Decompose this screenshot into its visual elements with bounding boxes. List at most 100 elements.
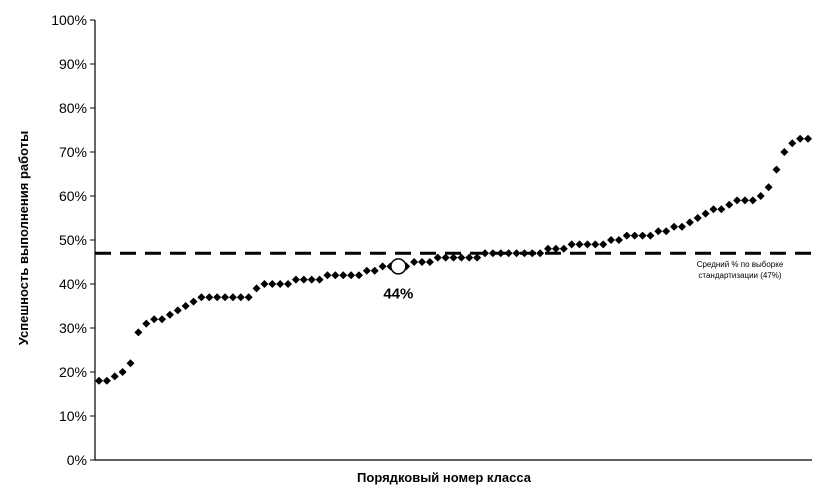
data-point — [709, 205, 718, 214]
data-point — [197, 293, 206, 302]
data-point — [378, 262, 387, 271]
reference-line-note-1: Средний % по выборке — [697, 260, 784, 269]
data-point — [433, 253, 442, 262]
data-point — [189, 297, 198, 306]
data-point — [473, 253, 482, 262]
data-point — [370, 266, 379, 275]
data-point — [772, 165, 781, 174]
data-point — [315, 275, 324, 284]
data-point — [142, 319, 151, 328]
data-point — [284, 280, 293, 288]
highlight-marker — [390, 258, 407, 275]
data-point — [756, 192, 765, 200]
y-tick-label: 10% — [59, 408, 87, 424]
data-point — [646, 231, 655, 240]
data-point — [347, 271, 356, 280]
data-point — [559, 244, 568, 253]
data-point — [583, 240, 592, 249]
data-point — [165, 310, 174, 319]
data-point — [520, 249, 529, 258]
data-point — [725, 200, 734, 209]
data-point — [339, 271, 348, 280]
reference-line-note-2: стандартизации (47%) — [698, 271, 782, 280]
data-point — [670, 222, 679, 231]
y-axis-ticks: 0% 10% 20% 30% 40% 50% 60% 70% 80% 90% 100% — [51, 12, 95, 468]
data-point — [796, 134, 805, 143]
data-point — [213, 293, 222, 302]
data-point — [110, 372, 119, 381]
data-point — [307, 275, 316, 284]
data-point — [567, 240, 576, 249]
data-point — [102, 376, 111, 385]
data-point — [654, 227, 663, 236]
data-point — [740, 196, 749, 205]
data-point — [599, 240, 608, 249]
data-point — [788, 139, 797, 148]
data-point — [481, 249, 490, 258]
y-tick-label: 100% — [51, 12, 87, 28]
data-point — [268, 280, 277, 288]
data-point — [291, 275, 300, 284]
data-point — [512, 249, 521, 258]
data-point — [236, 293, 245, 302]
data-point — [465, 253, 474, 262]
data-point — [662, 227, 671, 236]
y-tick-label: 40% — [59, 276, 87, 292]
data-point — [181, 302, 190, 310]
data-point — [323, 271, 332, 280]
data-point — [228, 293, 237, 302]
data-point — [496, 249, 505, 258]
data-point — [457, 253, 466, 262]
x-axis-label: Порядковый номер класса — [357, 470, 532, 485]
data-point — [528, 249, 537, 258]
data-point — [622, 231, 631, 240]
y-axis-label: Успешность выполнения работы — [16, 131, 31, 345]
data-point — [425, 258, 434, 266]
data-point — [354, 271, 363, 280]
data-point — [331, 271, 340, 280]
data-point — [158, 315, 167, 324]
y-tick-label: 80% — [59, 100, 87, 116]
data-point — [685, 218, 694, 227]
data-point — [504, 249, 513, 258]
y-tick-label: 90% — [59, 56, 87, 72]
y-tick-label: 20% — [59, 364, 87, 380]
data-point — [441, 253, 450, 262]
data-point — [252, 284, 261, 293]
data-point — [362, 266, 371, 275]
data-point — [693, 214, 702, 222]
data-point — [173, 306, 182, 315]
data-point — [126, 359, 135, 368]
data-point — [488, 249, 497, 258]
data-point — [551, 244, 560, 253]
data-point — [95, 376, 103, 385]
data-point — [150, 315, 159, 324]
data-point — [717, 205, 726, 214]
data-point — [701, 209, 710, 218]
data-point — [221, 293, 230, 302]
y-tick-label: 0% — [67, 452, 87, 468]
data-point — [410, 258, 419, 266]
data-point — [417, 258, 426, 266]
data-point — [134, 328, 143, 337]
data-point — [244, 293, 253, 302]
y-tick-label: 30% — [59, 320, 87, 336]
data-point — [544, 244, 553, 253]
y-tick-label: 50% — [59, 232, 87, 248]
highlight-label: 44% — [383, 285, 413, 302]
y-tick-label: 60% — [59, 188, 87, 204]
data-point — [575, 240, 584, 249]
data-point — [780, 148, 789, 156]
data-point — [260, 280, 269, 288]
data-point — [299, 275, 308, 284]
data-point — [276, 280, 285, 288]
y-tick-label: 70% — [59, 144, 87, 160]
data-point — [591, 240, 600, 249]
data-point — [638, 231, 647, 240]
data-point — [536, 249, 545, 258]
data-points — [95, 134, 812, 385]
data-point — [630, 231, 639, 240]
data-point — [748, 196, 757, 205]
data-point — [449, 253, 458, 262]
